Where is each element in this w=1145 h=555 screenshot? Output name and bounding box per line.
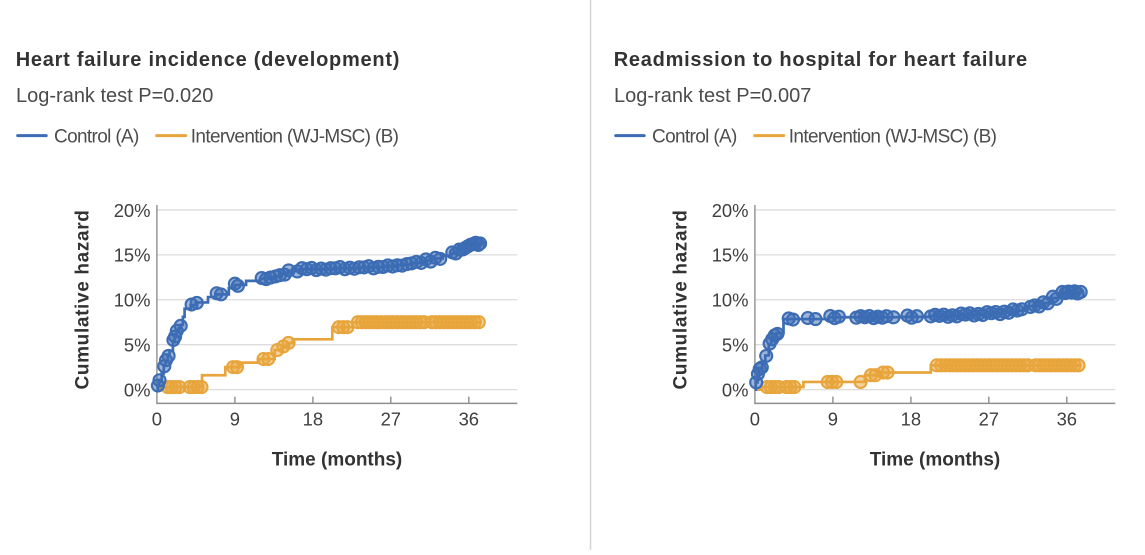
- svg-text:Cumulative hazard: Cumulative hazard: [72, 210, 93, 390]
- svg-text:0: 0: [152, 408, 162, 429]
- svg-text:5%: 5%: [124, 335, 151, 356]
- svg-text:Control (A): Control (A): [54, 126, 139, 147]
- svg-text:27: 27: [381, 408, 401, 429]
- svg-text:Intervention (WJ-MSC) (B): Intervention (WJ-MSC) (B): [789, 126, 997, 147]
- svg-text:Cumulative hazard: Cumulative hazard: [670, 210, 691, 390]
- svg-text:36: 36: [1057, 408, 1077, 429]
- svg-text:9: 9: [828, 408, 838, 429]
- svg-text:18: 18: [901, 408, 921, 429]
- svg-text:0: 0: [750, 408, 760, 429]
- svg-text:Intervention (WJ-MSC) (B): Intervention (WJ-MSC) (B): [191, 126, 399, 147]
- svg-text:36: 36: [459, 408, 479, 429]
- svg-text:10%: 10%: [114, 290, 151, 311]
- svg-text:10%: 10%: [712, 290, 749, 311]
- svg-text:15%: 15%: [114, 245, 151, 266]
- svg-text:0%: 0%: [124, 379, 151, 400]
- svg-text:Time (months): Time (months): [272, 450, 403, 471]
- svg-text:Time (months): Time (months): [870, 450, 1001, 471]
- svg-text:15%: 15%: [712, 245, 749, 266]
- svg-text:Log-rank test P=0.007: Log-rank test P=0.007: [614, 85, 811, 107]
- svg-text:Log-rank test P=0.020: Log-rank test P=0.020: [16, 85, 213, 107]
- svg-text:Heart failure incidence (devel: Heart failure incidence (development): [16, 49, 401, 71]
- svg-text:27: 27: [979, 408, 999, 429]
- svg-text:5%: 5%: [722, 335, 749, 356]
- svg-text:20%: 20%: [114, 200, 151, 221]
- svg-text:18: 18: [303, 408, 323, 429]
- svg-text:Readmission to hospital for he: Readmission to hospital for heart failur…: [614, 49, 1028, 71]
- svg-text:0%: 0%: [722, 379, 749, 400]
- svg-text:Control (A): Control (A): [652, 126, 737, 147]
- svg-text:9: 9: [230, 408, 240, 429]
- svg-text:20%: 20%: [712, 200, 749, 221]
